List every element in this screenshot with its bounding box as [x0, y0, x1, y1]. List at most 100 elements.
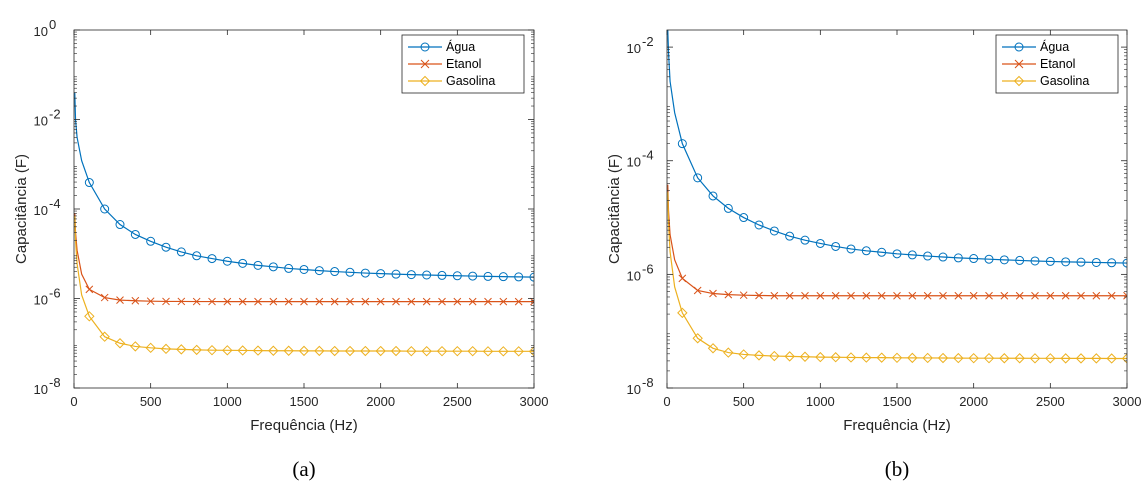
data-point-etanol-b [908, 291, 917, 300]
data-point-gasolina-a [268, 345, 279, 356]
data-point-agua-a [238, 258, 248, 268]
y-tick-exponent-a: 0 [49, 17, 56, 32]
data-point-gasolina-a [283, 345, 294, 356]
data-point-etanol-a [438, 297, 446, 306]
data-point-gasolina-a [237, 345, 248, 356]
data-point-gasolina-a [421, 345, 432, 357]
series-line-gasolina-b [667, 192, 1127, 360]
data-point-gasolina-a [498, 346, 509, 357]
data-point-gasolina-a [130, 341, 141, 352]
legend-label-gasolina-b: Gasolina [1040, 74, 1089, 88]
data-point-etanol-a [116, 296, 124, 304]
data-point-gasolina-a [390, 345, 402, 357]
data-point-etanol-b [709, 289, 717, 298]
data-point-etanol-a [499, 297, 508, 306]
data-point-agua-b [984, 254, 994, 264]
series-line-gasolina-a [74, 215, 534, 352]
data-point-gasolina-b [968, 352, 979, 364]
data-point-gasolina-b [1091, 353, 1102, 364]
x-tick-label-b: 2000 [959, 394, 988, 409]
data-point-etanol-b [724, 290, 733, 299]
data-point-gasolina-b [1106, 353, 1117, 364]
legend-marker-gasolina-b [1013, 75, 1025, 87]
data-point-etanol-a [146, 297, 155, 306]
data-point-gasolina-a [191, 344, 202, 356]
data-point-gasolina-b [830, 352, 841, 363]
data-point-agua-a [130, 229, 140, 239]
data-point-etanol-a [192, 297, 201, 306]
data-point-gasolina-a [252, 345, 264, 356]
legend-marker-etanol-b [1014, 59, 1024, 69]
data-point-gasolina-a [406, 345, 417, 357]
data-point-gasolina-b [738, 349, 749, 360]
x-tick-label-a: 500 [140, 394, 162, 409]
data-point-etanol-a [514, 297, 523, 306]
data-point-etanol-b [985, 291, 993, 300]
data-point-agua-b [907, 250, 917, 260]
series-line-etanol-b [667, 184, 1127, 297]
data-point-gasolina-a [329, 345, 340, 357]
data-point-gasolina-b [707, 343, 719, 354]
data-point-gasolina-b [1075, 353, 1087, 364]
x-axis-label-b: Frequência (Hz) [843, 417, 951, 434]
series-line-agua-b [667, 30, 1127, 264]
data-point-etanol-a [315, 297, 324, 306]
data-point-gasolina-b [937, 352, 949, 364]
data-point-gasolina-b [953, 352, 964, 364]
data-point-gasolina-b [769, 350, 780, 362]
data-point-etanol-a [100, 293, 109, 302]
chart-panel-b: Água Etanol Gasolina 0 500 1000 1500 2000 250… [606, 29, 1141, 481]
data-point-agua-b [1076, 257, 1086, 267]
data-point-agua-a [115, 220, 125, 230]
data-point-agua-a [284, 263, 294, 273]
chart-panel-a: Água Etanol Gasolina 0 500 1000 1500 2000 250… [13, 17, 548, 481]
data-point-agua-a [437, 270, 447, 280]
data-point-etanol-a [407, 297, 416, 306]
data-point-gasolina-b [845, 352, 857, 363]
y-axis-label-a: Capacitância (F) [13, 154, 30, 264]
data-point-etanol-b [939, 291, 947, 300]
data-point-etanol-a [392, 297, 400, 306]
series-agua-b [667, 30, 1127, 268]
data-point-agua-a [176, 247, 186, 257]
plot-area-b [667, 30, 1127, 364]
legend-item-agua-b: Água [1002, 39, 1069, 54]
y-axis-label-b: Capacitância (F) [606, 154, 623, 264]
data-point-agua-a [268, 262, 278, 272]
data-point-etanol-b [1092, 291, 1101, 300]
data-point-etanol-b [862, 291, 871, 300]
data-point-etanol-b [923, 291, 932, 300]
legend-item-etanol-b: Etanol [1002, 57, 1075, 71]
y-tick-exponent-a: -4 [49, 196, 61, 211]
data-point-gasolina-b [692, 333, 703, 344]
data-point-etanol-b [1107, 291, 1116, 300]
data-point-agua-a [100, 204, 110, 214]
data-point-gasolina-a [206, 344, 218, 356]
data-point-agua-b [1107, 258, 1117, 268]
panel-caption-a: (a) [292, 457, 315, 481]
data-point-etanol-a [300, 297, 308, 306]
y-tick-label-a: 10 [34, 382, 48, 397]
data-point-gasolina-b [1045, 353, 1056, 364]
data-point-agua-b [1091, 257, 1101, 267]
y-tick-label-a: 10 [34, 203, 48, 218]
data-point-agua-a [222, 256, 232, 266]
data-point-agua-b [739, 213, 749, 223]
data-point-agua-a [84, 178, 94, 188]
data-point-gasolina-b [1121, 353, 1127, 364]
data-point-etanol-a [484, 297, 492, 306]
data-point-gasolina-a [344, 345, 356, 357]
data-point-agua-b [892, 249, 902, 259]
data-point-gasolina-b [891, 352, 903, 364]
data-point-etanol-b [816, 291, 825, 300]
data-point-gasolina-a [360, 345, 371, 357]
y-tick-exponent-a: -8 [49, 375, 61, 390]
data-point-gasolina-b [753, 350, 765, 361]
legend-label-agua-a: Água [446, 39, 475, 54]
data-point-etanol-a [269, 297, 278, 306]
data-point-etanol-b [739, 291, 748, 300]
series-gasolina-b [667, 192, 1127, 364]
data-point-etanol-a [330, 297, 339, 306]
data-point-agua-a [483, 271, 493, 281]
